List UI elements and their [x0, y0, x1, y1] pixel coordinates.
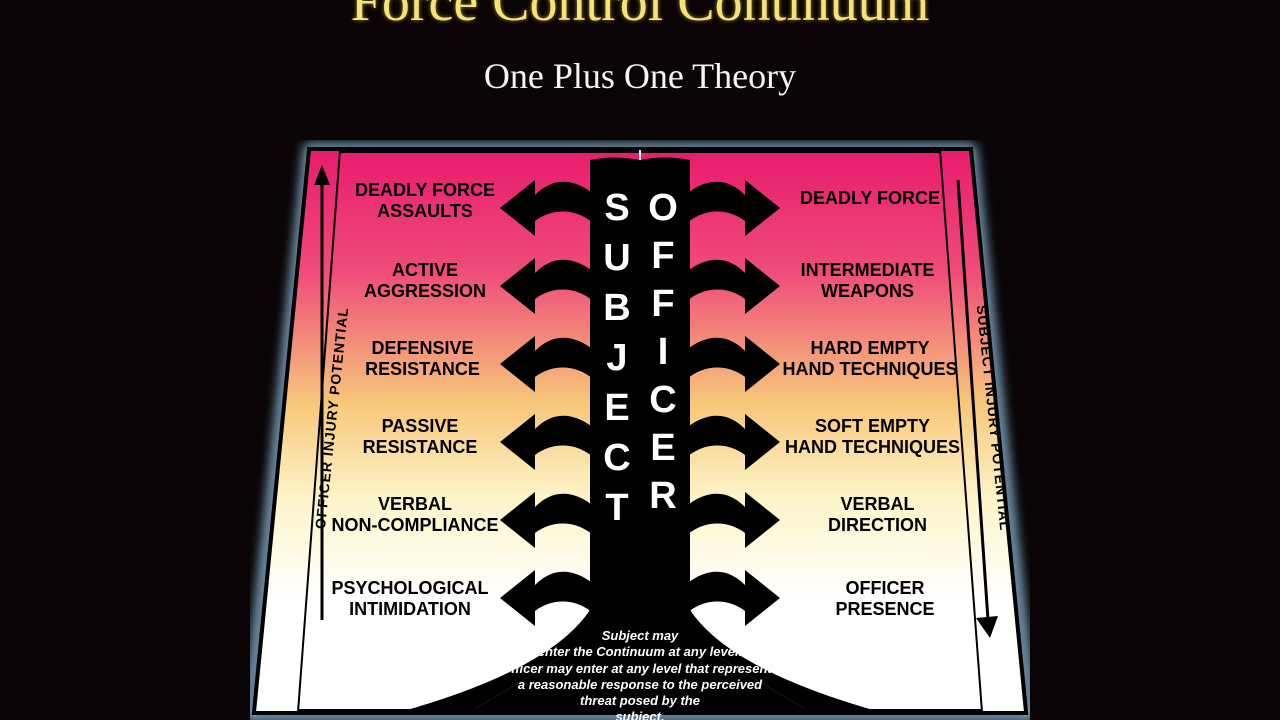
svg-text:F: F [651, 283, 674, 325]
svg-text:S: S [604, 187, 629, 229]
svg-text:U: U [603, 237, 630, 279]
subject-column-label: S U B J E C T [603, 187, 630, 529]
svg-text:J: J [606, 337, 627, 379]
officer-level-5: VERBAL DIRECTION [780, 494, 975, 535]
officer-level-1: DEADLY FORCE [780, 188, 960, 209]
continuum-diagram: S U B J E C T O F F I C E R DEADLY FORCE… [250, 140, 1030, 720]
officer-level-2: INTERMEDIATE WEAPONS [775, 260, 960, 301]
svg-text:I: I [658, 331, 669, 373]
officer-level-3: HARD EMPTY HAND TECHNIQUES [775, 338, 965, 379]
svg-text:T: T [605, 487, 628, 529]
svg-text:C: C [649, 379, 676, 421]
subject-level-3: DEFENSIVE RESISTANCE [340, 338, 505, 379]
svg-text:C: C [603, 437, 630, 479]
officer-level-4: SOFT EMPTY HAND TECHNIQUES [775, 416, 970, 457]
svg-text:E: E [604, 387, 629, 429]
subtitle: One Plus One Theory [0, 55, 1280, 97]
main-title: Force Control Continuum [0, 0, 1280, 34]
svg-text:F: F [651, 235, 674, 277]
svg-text:E: E [650, 427, 675, 469]
svg-text:B: B [603, 287, 630, 329]
subject-level-1: DEADLY FORCE ASSAULTS [345, 180, 505, 221]
subject-level-6: PSYCHOLOGICAL INTIMIDATION [310, 578, 510, 619]
subject-level-5: VERBAL NON-COMPLIANCE [320, 494, 510, 535]
svg-text:R: R [649, 475, 676, 517]
subject-level-2: ACTIVE AGGRESSION [345, 260, 505, 301]
officer-level-6: OFFICER PRESENCE [785, 578, 985, 619]
center-note: Subject may enter the Continuum at any l… [490, 628, 790, 720]
svg-text:O: O [648, 187, 678, 229]
subject-level-4: PASSIVE RESISTANCE [335, 416, 505, 457]
